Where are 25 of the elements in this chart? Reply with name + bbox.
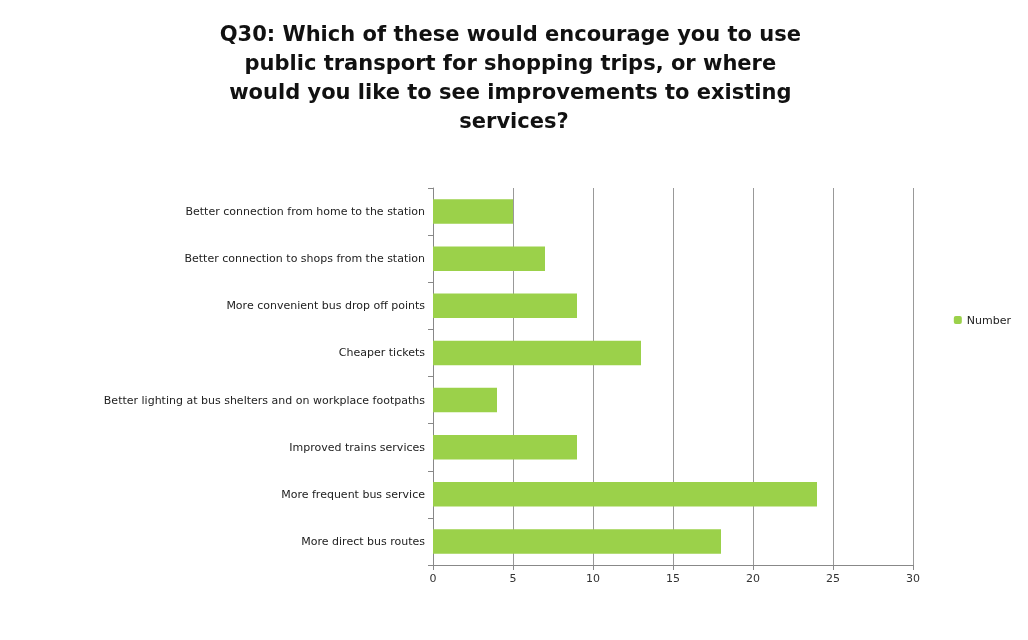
y-tick-label: More direct bus routes [301,534,426,548]
y-tick-label: Cheaper tickets [338,346,426,360]
y-tick-label: Better connection from home to the station [185,205,426,219]
bar [433,529,721,554]
x-tick-label: 25 [826,572,840,585]
bar [433,434,577,460]
x-tick-label: 10 [586,572,600,585]
bar [433,199,513,224]
legend-label: Number [966,313,1012,327]
chart-title: Q30: Which of these would encourage you to use public transport for shopping trips, or where would you like to see improvements to existing services? [219,21,809,133]
x-tick-label: 15 [666,572,680,585]
y-tick-label: More frequent bus service [281,487,426,501]
x-tick-label: 30 [906,572,920,585]
x-tick-label: 20 [746,572,760,585]
y-tick-label: Better connection to shops from the station [184,252,426,266]
bar [433,340,641,366]
y-tick-label: More convenient bus drop off points [226,299,426,313]
bar [433,387,497,413]
bar [433,246,545,271]
y-tick-label: Improved trains services [289,440,426,454]
bar [433,482,817,507]
bar [433,293,577,319]
x-tick-label: 0 [429,572,437,585]
x-tick-label: 5 [509,572,517,585]
y-tick-label: Better lighting at bus shelters and on workplace footpaths [103,393,426,407]
